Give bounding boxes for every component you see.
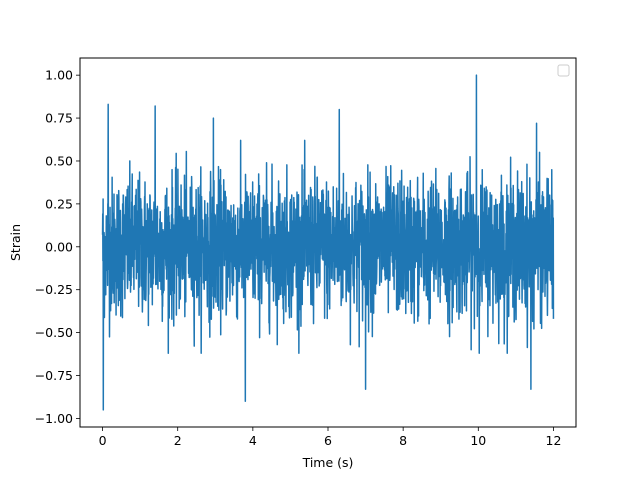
x-axis-label: Time (s) bbox=[302, 455, 354, 470]
y-tick-label: 1.00 bbox=[45, 68, 73, 83]
legend-box bbox=[557, 64, 570, 77]
x-axis: 0 2 4 6 8 10 12 bbox=[99, 427, 562, 448]
y-axis-label: Strain bbox=[8, 224, 23, 261]
x-tick-label: 0 bbox=[99, 433, 107, 448]
y-tick-label: 0.75 bbox=[45, 111, 73, 126]
y-tick-label: −1.00 bbox=[35, 411, 73, 426]
y-tick-label: −0.25 bbox=[35, 282, 73, 297]
y-tick-label: 0.50 bbox=[45, 153, 73, 168]
x-tick-label: 10 bbox=[470, 433, 486, 448]
x-tick-label: 2 bbox=[174, 433, 182, 448]
x-tick-label: 12 bbox=[546, 433, 562, 448]
strain-series-line bbox=[101, 74, 555, 411]
y-axis: −1.00 −0.75 −0.50 −0.25 0.00 0.25 0.50 0.75 1.00 bbox=[35, 68, 80, 426]
x-tick-label: 8 bbox=[399, 433, 407, 448]
y-tick-label: 0.00 bbox=[45, 239, 73, 254]
x-tick-label: 6 bbox=[324, 433, 332, 448]
x-tick-label: 4 bbox=[249, 433, 257, 448]
plot-area bbox=[79, 57, 577, 428]
series-layer bbox=[101, 74, 555, 411]
y-tick-label: −0.50 bbox=[35, 325, 73, 340]
y-tick-label: 0.25 bbox=[45, 196, 73, 211]
y-tick-label: −0.75 bbox=[35, 368, 73, 383]
